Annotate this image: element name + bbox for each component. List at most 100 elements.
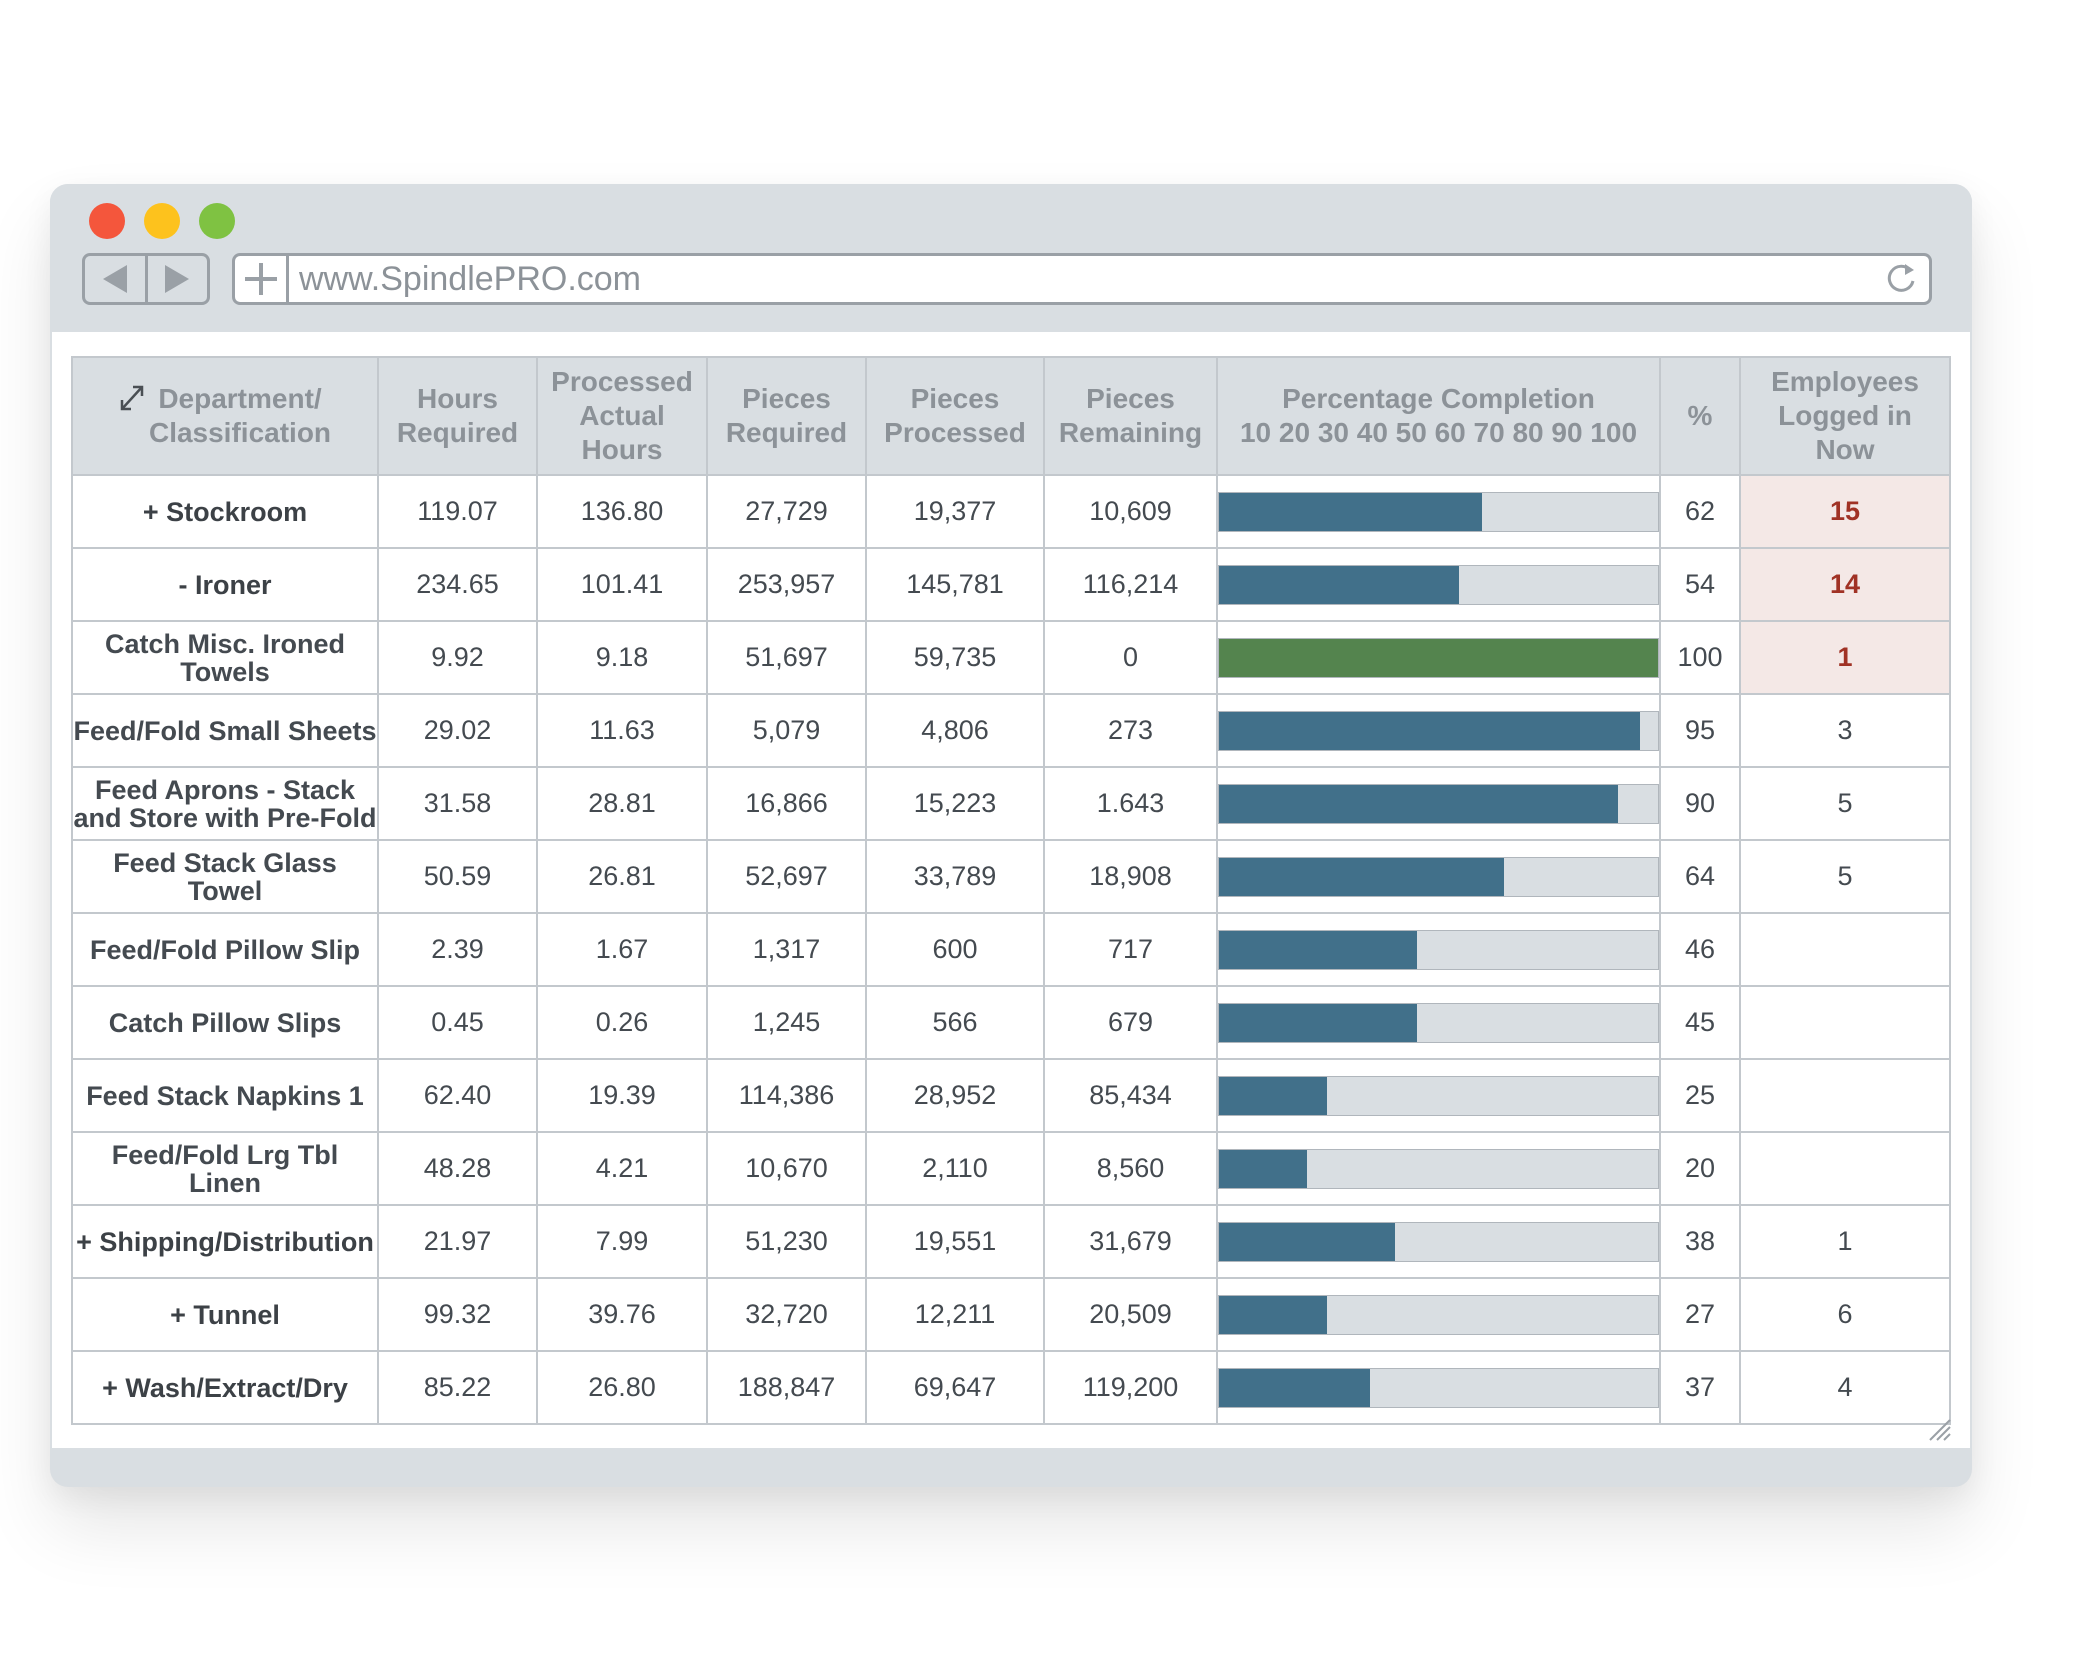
cell-percent: 62: [1659, 474, 1741, 549]
completion-bar-track: [1218, 710, 1659, 751]
table-row[interactable]: Feed Stack Glass Towel 50.59 26.81 52,697 33…: [71, 839, 1951, 914]
completion-bar-fill: [1219, 1368, 1371, 1407]
cell-percent: 27: [1659, 1277, 1741, 1352]
table-row[interactable]: Feed Aprons - Stack and Store with Pre-F…: [71, 766, 1951, 841]
completion-bar-fill: [1219, 1076, 1327, 1115]
cell-pieces-required: 1,317: [706, 912, 867, 987]
table-row[interactable]: Catch Pillow Slips 0.45 0.26 1,245 566 679 45: [71, 985, 1951, 1060]
header-employees-logged-in[interactable]: Employees Logged in Now: [1739, 356, 1951, 476]
header-pieces-required[interactable]: Pieces Required: [706, 356, 867, 476]
resize-grip-icon[interactable]: [1926, 1416, 1952, 1442]
close-window-button[interactable]: [89, 203, 125, 239]
cell-hours-required: 2.39: [377, 912, 538, 987]
cell-actual-hours: 28.81: [536, 766, 708, 841]
minimize-window-button[interactable]: [144, 203, 180, 239]
header-pieces-remaining[interactable]: Pieces Remaining: [1043, 356, 1218, 476]
cell-actual-hours: 1.67: [536, 912, 708, 987]
cell-pieces-processed: 566: [865, 985, 1045, 1060]
header-employees-line1: Employees: [1771, 366, 1919, 397]
header-processed-actual-hours[interactable]: Processed Actual Hours: [536, 356, 708, 476]
table-row[interactable]: + Shipping/Distribution 21.97 7.99 51,230 19…: [71, 1204, 1951, 1279]
header-percentage-completion[interactable]: Percentage Completion 10 20 30 40 50 60 7…: [1216, 356, 1661, 476]
header-pieces-processed[interactable]: Pieces Processed: [865, 356, 1045, 476]
table-row[interactable]: + Tunnel 99.32 39.76 32,720 12,211 20,509 27 6: [71, 1277, 1951, 1352]
completion-bar-track: [1218, 1221, 1659, 1262]
header-percent[interactable]: %: [1659, 356, 1741, 476]
completion-bar-track: [1218, 929, 1659, 970]
completion-bar-cell: [1216, 1204, 1661, 1279]
cell-percent: 95: [1659, 693, 1741, 768]
header-hours-required-line1: Hours: [417, 383, 498, 414]
address-bar[interactable]: www.SpindlePRO.com: [232, 253, 1932, 305]
header-department[interactable]: Department/Classification: [71, 356, 379, 476]
table-row[interactable]: + Wash/Extract/Dry 85.22 26.80 188,847 69,64…: [71, 1350, 1951, 1425]
table-row[interactable]: + Stockroom 119.07 136.80 27,729 19,377 10,60…: [71, 474, 1951, 549]
cell-employees-logged-in: [1739, 985, 1951, 1060]
classification-name: Catch Misc. Ironed Towels: [71, 620, 379, 695]
forward-button[interactable]: [144, 256, 208, 302]
cell-pieces-required: 51,697: [706, 620, 867, 695]
cell-employees-logged-in: [1739, 1058, 1951, 1133]
completion-bar-cell: [1216, 766, 1661, 841]
table-row[interactable]: Catch Misc. Ironed Towels 9.92 9.18 51,697 5…: [71, 620, 1951, 695]
classification-name: Catch Pillow Slips: [71, 985, 379, 1060]
maximize-window-button[interactable]: [199, 203, 235, 239]
completion-bar-track: [1218, 637, 1659, 678]
cell-pieces-processed: 600: [865, 912, 1045, 987]
cell-pieces-remaining: 679: [1043, 985, 1218, 1060]
header-processed-line3: Hours: [581, 434, 663, 465]
cell-pieces-required: 1,245: [706, 985, 867, 1060]
cell-pieces-required: 10,670: [706, 1131, 867, 1206]
department-group-name[interactable]: + Shipping/Distribution: [71, 1204, 379, 1279]
completion-bar-track: [1218, 564, 1659, 605]
table-row[interactable]: Feed/Fold Lrg Tbl Linen 48.28 4.21 10,670 2,…: [71, 1131, 1951, 1206]
department-group-name[interactable]: + Wash/Extract/Dry: [71, 1350, 379, 1425]
header-hours-required[interactable]: Hours Required: [377, 356, 538, 476]
cell-employees-logged-in: 5: [1739, 839, 1951, 914]
table-header-row: Department/Classification Hours Required …: [71, 356, 1951, 476]
cell-percent: 38: [1659, 1204, 1741, 1279]
completion-bar-track: [1218, 1148, 1659, 1189]
completion-bar-fill: [1219, 565, 1459, 604]
cell-pieces-required: 32,720: [706, 1277, 867, 1352]
cell-hours-required: 50.59: [377, 839, 538, 914]
classification-name: Feed/Fold Pillow Slip: [71, 912, 379, 987]
classification-name: Feed Stack Napkins 1: [71, 1058, 379, 1133]
completion-bar-cell: [1216, 620, 1661, 695]
cell-pieces-required: 16,866: [706, 766, 867, 841]
completion-bar-cell: [1216, 474, 1661, 549]
department-group-name[interactable]: - Ironer: [71, 547, 379, 622]
cell-employees-logged-in: 1: [1739, 620, 1951, 695]
cell-pieces-remaining: 20,509: [1043, 1277, 1218, 1352]
back-button[interactable]: [85, 256, 145, 302]
header-employees-line3: Now: [1815, 434, 1875, 465]
cell-pieces-required: 188,847: [706, 1350, 867, 1425]
table-row[interactable]: Feed/Fold Pillow Slip 2.39 1.67 1,317 600 717…: [71, 912, 1951, 987]
classification-name: Feed Aprons - Stack and Store with Pre-F…: [71, 766, 379, 841]
completion-bar-track: [1218, 1367, 1659, 1408]
cell-hours-required: 9.92: [377, 620, 538, 695]
header-pieces-required-line1: Pieces: [742, 383, 831, 414]
department-group-name[interactable]: + Tunnel: [71, 1277, 379, 1352]
table-row[interactable]: Feed/Fold Small Sheets 29.02 11.63 5,079 4,8…: [71, 693, 1951, 768]
production-table: Department/Classification Hours Required …: [71, 356, 1951, 1425]
back-triangle-icon: [102, 265, 127, 293]
completion-bar-cell: [1216, 1277, 1661, 1352]
table-body: + Stockroom 119.07 136.80 27,729 19,377 10,60…: [71, 474, 1951, 1425]
completion-bar-cell: [1216, 912, 1661, 987]
header-pieces-processed-line2: Processed: [884, 417, 1026, 448]
table-row[interactable]: Feed Stack Napkins 1 62.40 19.39 114,386 28,…: [71, 1058, 1951, 1133]
header-completion-scale: 10 20 30 40 50 60 70 80 90 100: [1239, 417, 1638, 448]
url-text[interactable]: www.SpindlePRO.com: [299, 259, 642, 298]
new-tab-button[interactable]: [235, 256, 289, 302]
cell-hours-required: 234.65: [377, 547, 538, 622]
cell-actual-hours: 39.76: [536, 1277, 708, 1352]
completion-bar-fill: [1219, 711, 1641, 750]
cell-pieces-required: 114,386: [706, 1058, 867, 1133]
header-employees-line2: Logged in: [1778, 400, 1912, 431]
department-group-name[interactable]: + Stockroom: [71, 474, 379, 549]
table-row[interactable]: - Ironer 234.65 101.41 253,957 145,781 116,21…: [71, 547, 1951, 622]
reload-button[interactable]: [1875, 256, 1929, 302]
completion-bar-fill: [1219, 638, 1658, 677]
diagonal-expand-icon[interactable]: [119, 384, 145, 412]
